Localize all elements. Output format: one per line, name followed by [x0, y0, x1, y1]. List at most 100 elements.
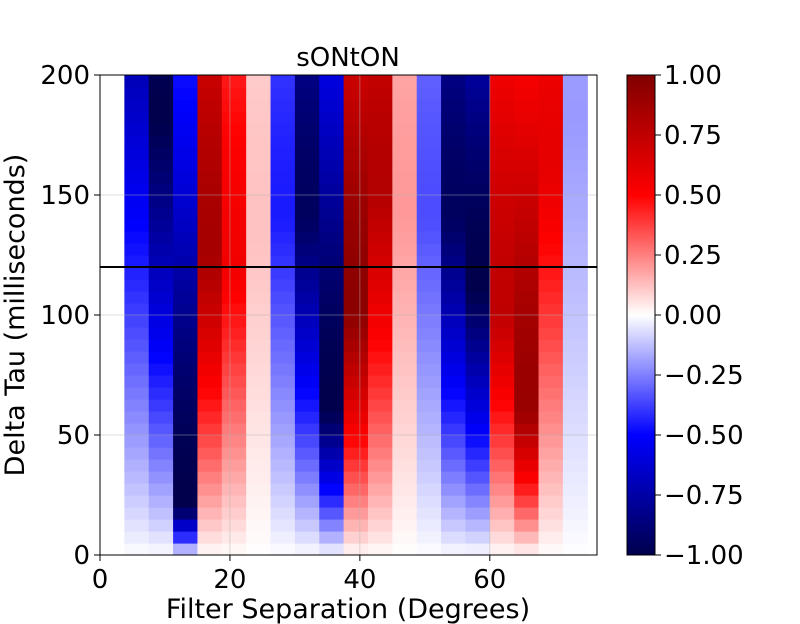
- y-axis-label: Delta Tau (milliseconds): [0, 154, 31, 477]
- heatmap-cell: [562, 363, 588, 376]
- heatmap-cell: [343, 147, 369, 160]
- heatmap-cell: [124, 459, 150, 472]
- heatmap-cell: [514, 543, 540, 556]
- heatmap-cell: [489, 279, 515, 292]
- heatmap-cell: [367, 291, 393, 304]
- heatmap-cell: [465, 483, 491, 496]
- heatmap-cell: [148, 459, 174, 472]
- heatmap-cell: [197, 279, 223, 292]
- heatmap-cell: [100, 327, 125, 340]
- heatmap-cell: [514, 159, 540, 172]
- heatmap-cell: [319, 159, 345, 172]
- heatmap-cell: [562, 159, 588, 172]
- chart-title: sONtON: [296, 43, 400, 73]
- heatmap-cell: [148, 267, 174, 280]
- heatmap-cell: [367, 459, 393, 472]
- heatmap-cell: [173, 423, 199, 436]
- heatmap-cell: [441, 75, 467, 88]
- heatmap-cell: [221, 483, 247, 496]
- heatmap-cell: [173, 135, 199, 148]
- heatmap-cell: [124, 507, 150, 520]
- heatmap-cell: [270, 375, 296, 388]
- heatmap-cell: [270, 171, 296, 184]
- heatmap-cell: [100, 183, 125, 196]
- heatmap-cell: [489, 159, 515, 172]
- heatmap-cell: [221, 99, 247, 112]
- heatmap-cell: [562, 219, 588, 232]
- heatmap-cell: [367, 387, 393, 400]
- heatmap-cell: [538, 411, 564, 424]
- heatmap-cell: [294, 183, 320, 196]
- heatmap-cell: [465, 267, 491, 280]
- heatmap-cell: [246, 291, 272, 304]
- heatmap-cell: [100, 291, 125, 304]
- heatmap-cell: [294, 459, 320, 472]
- heatmap-cell: [173, 207, 199, 220]
- heatmap-cell: [367, 315, 393, 328]
- heatmap-cell: [173, 267, 199, 280]
- heatmap-cell: [319, 315, 345, 328]
- heatmap-cell: [538, 171, 564, 184]
- heatmap-cell: [562, 315, 588, 328]
- heatmap-cell: [173, 387, 199, 400]
- heatmap-cell: [270, 387, 296, 400]
- heatmap-cell: [367, 99, 393, 112]
- colorbar-tick-label: −0.50: [664, 421, 744, 451]
- heatmap-cell: [319, 447, 345, 460]
- heatmap-cell: [562, 99, 588, 112]
- heatmap-cell: [294, 75, 320, 88]
- heatmap-cell: [246, 351, 272, 364]
- heatmap-cell: [270, 183, 296, 196]
- heatmap-cell: [392, 543, 418, 556]
- heatmap-cell: [100, 411, 125, 424]
- heatmap-cell: [124, 99, 150, 112]
- heatmap-cell: [465, 435, 491, 448]
- heatmap-cell: [441, 339, 467, 352]
- heatmap-cell: [416, 459, 442, 472]
- heatmap-cell: [246, 375, 272, 388]
- heatmap-cell: [173, 231, 199, 244]
- heatmap-cell: [392, 123, 418, 136]
- heatmap-cell: [246, 99, 272, 112]
- heatmap-cell: [465, 207, 491, 220]
- heatmap-cell: [343, 543, 369, 556]
- heatmap-cell: [367, 135, 393, 148]
- heatmap-cell: [562, 279, 588, 292]
- heatmap-cell: [416, 243, 442, 256]
- heatmap-cell: [441, 435, 467, 448]
- heatmap-cell: [319, 531, 345, 544]
- heatmap-cell: [319, 87, 345, 100]
- heatmap-cell: [416, 519, 442, 532]
- heatmap-cell: [148, 111, 174, 124]
- heatmap-cell: [270, 243, 296, 256]
- heatmap-cell: [319, 435, 345, 448]
- heatmap-cell: [416, 351, 442, 364]
- heatmap-cell: [343, 339, 369, 352]
- heatmap-cell: [465, 519, 491, 532]
- heatmap-cell: [294, 111, 320, 124]
- heatmap-cell: [343, 483, 369, 496]
- heatmap-cell: [197, 207, 223, 220]
- heatmap-cell: [465, 159, 491, 172]
- heatmap-cell: [416, 507, 442, 520]
- heatmap-cell: [246, 159, 272, 172]
- heatmap-cell: [294, 447, 320, 460]
- heatmap-cell: [392, 183, 418, 196]
- heatmap-cell: [514, 99, 540, 112]
- heatmap-cell: [319, 495, 345, 508]
- heatmap-cell: [124, 243, 150, 256]
- heatmap-cell: [489, 459, 515, 472]
- heatmap-cell: [562, 411, 588, 424]
- heatmap-cell: [465, 495, 491, 508]
- heatmap-cell: [514, 507, 540, 520]
- heatmap-cell: [416, 267, 442, 280]
- heatmap-cell: [319, 303, 345, 316]
- heatmap-cell: [197, 219, 223, 232]
- heatmap-cell: [562, 507, 588, 520]
- heatmap-cell: [514, 351, 540, 364]
- heatmap-cell: [148, 423, 174, 436]
- heatmap-cell: [441, 255, 467, 268]
- heatmap-cell: [270, 147, 296, 160]
- heatmap-cell: [100, 471, 125, 484]
- heatmap-cell: [538, 267, 564, 280]
